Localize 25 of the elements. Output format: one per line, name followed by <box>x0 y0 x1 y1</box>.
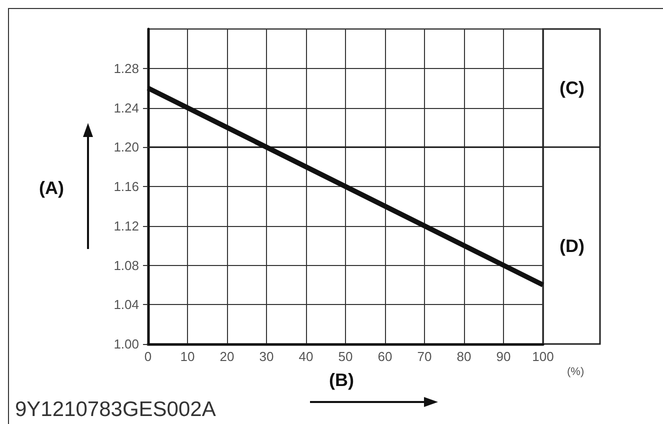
x-tick-label: 10 <box>180 349 195 364</box>
x-tick-label: 100 <box>532 349 554 364</box>
y-tick-label: 1.08 <box>114 258 139 273</box>
x-tick-label: 60 <box>378 349 392 364</box>
y-tick-label: 1.24 <box>114 100 139 116</box>
y-tick-label: 1.04 <box>114 297 139 312</box>
y-tick-label: 1.16 <box>114 179 139 194</box>
x-tick-label: 30 <box>259 349 274 364</box>
x-tick-label: 70 <box>417 349 432 364</box>
text: 9Y1210783GES002A <box>15 398 216 421</box>
y-tick-label: 1.12 <box>114 218 139 234</box>
x-tick-label: 0 <box>144 349 152 364</box>
y-tick-label: 1.00 <box>114 336 139 352</box>
text: (D) <box>560 236 584 256</box>
text: (C) <box>560 78 584 98</box>
y-tick-label: 1.28 <box>114 60 139 76</box>
x-axis-title: (B) <box>329 370 354 390</box>
x-tick-label: 40 <box>298 349 314 364</box>
x-tick-label: 50 <box>338 349 353 364</box>
y-axis-title: (A) <box>39 178 64 198</box>
y-tick-label: 1.20 <box>114 140 139 155</box>
x-tick-label: 90 <box>496 349 511 364</box>
text: (%) <box>567 366 584 378</box>
x-tick-label: 80 <box>456 349 472 364</box>
x-tick-label: 20 <box>220 349 234 364</box>
